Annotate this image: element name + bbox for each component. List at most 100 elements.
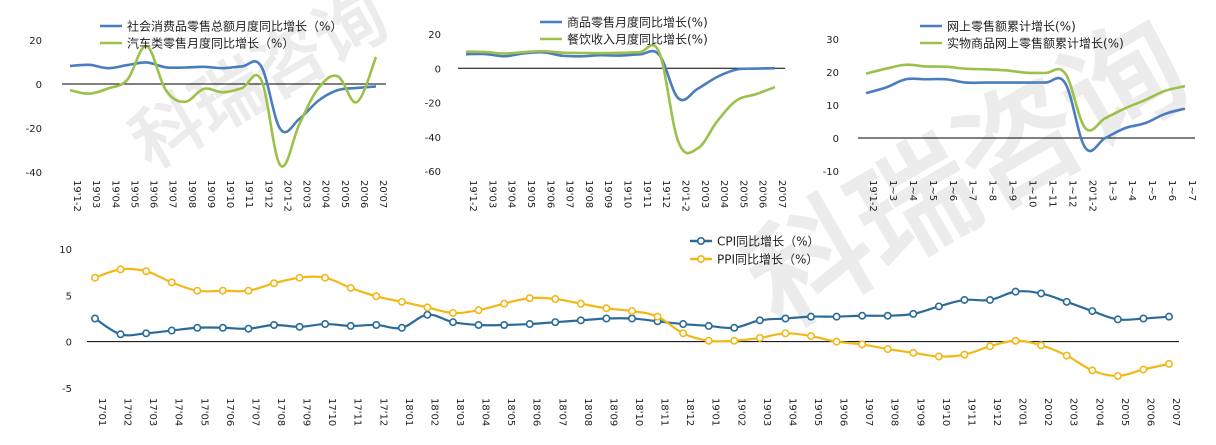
data-point <box>934 302 943 311</box>
x-tick-label: 19'07 <box>167 180 178 208</box>
x-tick-label: 1~4 <box>907 180 918 201</box>
x-tick-label: 19'12 <box>991 398 1002 426</box>
x-tick-label: 20'03 <box>1068 398 1079 426</box>
x-tick-label: 19'07 <box>863 398 874 426</box>
legend-label: 商品零售月度同比增长(%) <box>567 15 708 30</box>
y-tick-label: -10 <box>823 167 839 178</box>
legend-label: 汽车类零售月度同比增长（%） <box>127 36 294 51</box>
x-tick-label: 19'05 <box>812 398 823 426</box>
x-tick-label: 17'07 <box>249 398 260 426</box>
x-tick-label: 19'06 <box>838 398 849 426</box>
y-tick-label: 20 <box>29 36 42 47</box>
x-tick-label: 19'04 <box>506 180 517 208</box>
x-tick-label: 19'08 <box>583 180 594 208</box>
data-point <box>985 342 994 351</box>
data-point <box>397 323 406 332</box>
x-tick-label: 19'07 <box>564 180 575 208</box>
x-tick-label: 18'03 <box>454 398 465 426</box>
x-tick-label: 19'04 <box>109 180 120 208</box>
x-tick-label: 20'1-2 <box>1086 180 1097 212</box>
x-tick-label: 20'03 <box>699 180 710 208</box>
x-tick-label: 19'05 <box>128 180 139 208</box>
x-tick-label: 20'06 <box>757 180 768 208</box>
data-point <box>1088 307 1097 316</box>
data-point <box>551 295 560 304</box>
data-point <box>627 314 636 323</box>
x-tick-label: 20'06 <box>1144 398 1155 426</box>
data-point <box>730 323 739 332</box>
x-tick-label: 17'01 <box>96 398 107 426</box>
x-tick-label: 20'04 <box>320 180 331 208</box>
y-tick-label: 10 <box>826 101 839 112</box>
data-point <box>551 318 560 327</box>
legend-marker <box>696 237 705 246</box>
data-point <box>269 320 278 329</box>
data-point <box>704 321 713 330</box>
series-line-0 <box>465 49 776 102</box>
x-tick-label: 17'05 <box>198 398 209 426</box>
x-tick-label: 1~6 <box>1166 180 1177 201</box>
data-point <box>934 352 943 361</box>
y-tick-label: 30 <box>826 35 839 46</box>
chart-online-retail: 30 20 10 0 -10 19'1-2 1~3 1~4 1~5 1~6 1~7 1~8 1~9 1~1… <box>823 19 1197 212</box>
series-line-0 <box>865 76 1186 153</box>
data-point <box>423 303 432 312</box>
x-tick-label: 19'1-2 <box>71 180 82 212</box>
data-point <box>244 324 253 333</box>
chart-retail-sales-auto: 20 0 -20 -40 19'1-2 19'03 19'04 19'05 19'06 19'07… <box>26 19 388 212</box>
data-point <box>218 323 227 332</box>
data-point <box>755 333 764 342</box>
y-tick-label: -40 <box>425 133 441 144</box>
x-tick-label: 19'12 <box>262 180 273 208</box>
legend-label: PPI同比增长（%） <box>717 253 818 267</box>
x-tick-label: 1~10 <box>1027 180 1038 207</box>
x-tick-label: 1~12 <box>1066 180 1077 207</box>
data-point <box>474 320 483 329</box>
x-tick-label: 20'05 <box>339 180 350 208</box>
x-tick-label: 18'01 <box>403 398 414 426</box>
x-tick-label: 17'02 <box>122 398 133 426</box>
data-point <box>1062 351 1071 360</box>
x-tick-label: 18'07 <box>556 398 567 426</box>
legend-label: 社会消费品零售总额月度同比增长（%） <box>127 19 342 34</box>
x-tick-label: 20'1-2 <box>281 180 292 212</box>
data-point <box>397 297 406 306</box>
x-tick-label: 19'11 <box>965 398 976 426</box>
legend-marker <box>696 255 705 264</box>
x-tick-label: 20'04 <box>718 180 729 208</box>
legend-label: CPI同比增长（%） <box>717 235 820 249</box>
y-tick-label: -20 <box>26 124 42 135</box>
data-point <box>525 320 534 329</box>
data-point <box>755 316 764 325</box>
data-point <box>91 273 100 282</box>
y-tick-label: 20 <box>428 30 441 41</box>
x-tick-label: 19'06 <box>148 180 159 208</box>
x-tick-label: 18'11 <box>659 398 670 426</box>
data-point <box>193 323 202 332</box>
data-point <box>167 326 176 335</box>
x-tick-label: 19'05 <box>525 180 536 208</box>
data-point <box>1113 371 1122 380</box>
series-line-1 <box>465 43 776 155</box>
y-tick-label: -60 <box>425 167 441 178</box>
y-tick-label: 0 <box>833 134 839 145</box>
y-tick-label: 10 <box>59 245 72 256</box>
x-tick-label: 1~3 <box>887 180 898 201</box>
x-tick-label: 18'02 <box>428 398 439 426</box>
x-tick-label: 20'05 <box>737 180 748 208</box>
data-point <box>858 311 867 320</box>
data-point <box>91 314 100 323</box>
x-tick-label: 19'02 <box>735 398 746 426</box>
x-tick-label: 20'04 <box>1093 398 1104 426</box>
data-point <box>1139 314 1148 323</box>
data-point <box>679 329 688 338</box>
data-point <box>525 294 534 303</box>
x-tick-label: 1~5 <box>1146 180 1157 201</box>
data-point <box>295 322 304 331</box>
chart-goods-catering: 20 0 -20 -40 -60 19'1-2 19'03 19'04 19'05 19'06 19… <box>425 15 787 212</box>
series-line-1 <box>865 63 1186 132</box>
data-point <box>832 337 841 346</box>
data-point <box>372 320 381 329</box>
x-tick-label: 19'09 <box>205 180 216 208</box>
